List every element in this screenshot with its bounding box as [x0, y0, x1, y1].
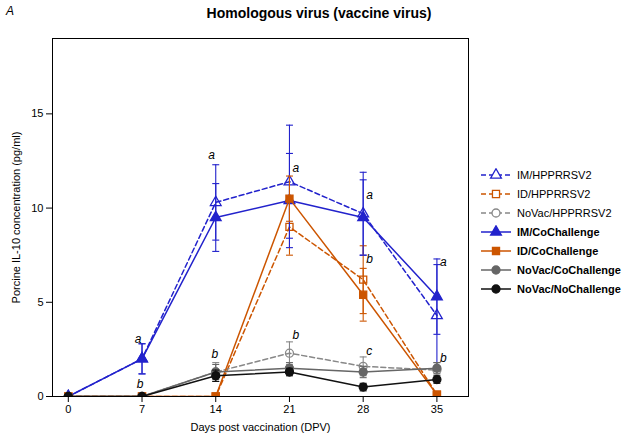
svg-text:a: a: [440, 255, 447, 269]
svg-text:5: 5: [37, 296, 43, 308]
html-text:NoVac/NoChallenge: NoVac/NoChallenge: [517, 283, 621, 295]
svg-text:a: a: [366, 188, 373, 202]
svg-text:35: 35: [431, 403, 443, 415]
svg-text:a: a: [293, 161, 300, 175]
svg-text:b: b: [440, 351, 447, 365]
html-text:IM/CoChallenge: IM/CoChallenge: [517, 226, 600, 238]
html-text:IM/HPPRRSV2: IM/HPPRRSV2: [517, 169, 592, 181]
svg-text:14: 14: [210, 403, 222, 415]
svg-text:7: 7: [139, 403, 145, 415]
html-text:Homologous virus (vaccine viru: Homologous virus (vaccine virus): [206, 5, 432, 21]
html-text:NoVac/CoChallenge: NoVac/CoChallenge: [517, 264, 621, 276]
svg-text:b: b: [137, 377, 144, 391]
svg-text:Days post vaccination (DPV): Days post vaccination (DPV): [191, 421, 331, 433]
svg-text:0: 0: [65, 403, 71, 415]
svg-text:10: 10: [31, 202, 43, 214]
svg-text:21: 21: [283, 403, 295, 415]
svg-text:b: b: [293, 328, 300, 342]
html-text:ID/HPPRRSV2: ID/HPPRRSV2: [517, 188, 591, 200]
svg-text:28: 28: [357, 403, 369, 415]
svg-text:a: a: [135, 332, 142, 346]
html-text:ID/CoChallenge: ID/CoChallenge: [517, 245, 599, 257]
svg-text:a: a: [208, 148, 215, 162]
svg-text:c: c: [366, 344, 372, 358]
html-text:A: A: [6, 4, 14, 18]
html-text:NoVac/HPPRRSV2: NoVac/HPPRRSV2: [517, 207, 612, 219]
svg-text:0: 0: [37, 390, 43, 402]
svg-text:Porcine IL-10 concentration (p: Porcine IL-10 concentration (pg/ml): [10, 132, 22, 304]
svg-text:b: b: [366, 252, 373, 266]
svg-text:15: 15: [31, 107, 43, 119]
svg-text:b: b: [212, 347, 219, 361]
